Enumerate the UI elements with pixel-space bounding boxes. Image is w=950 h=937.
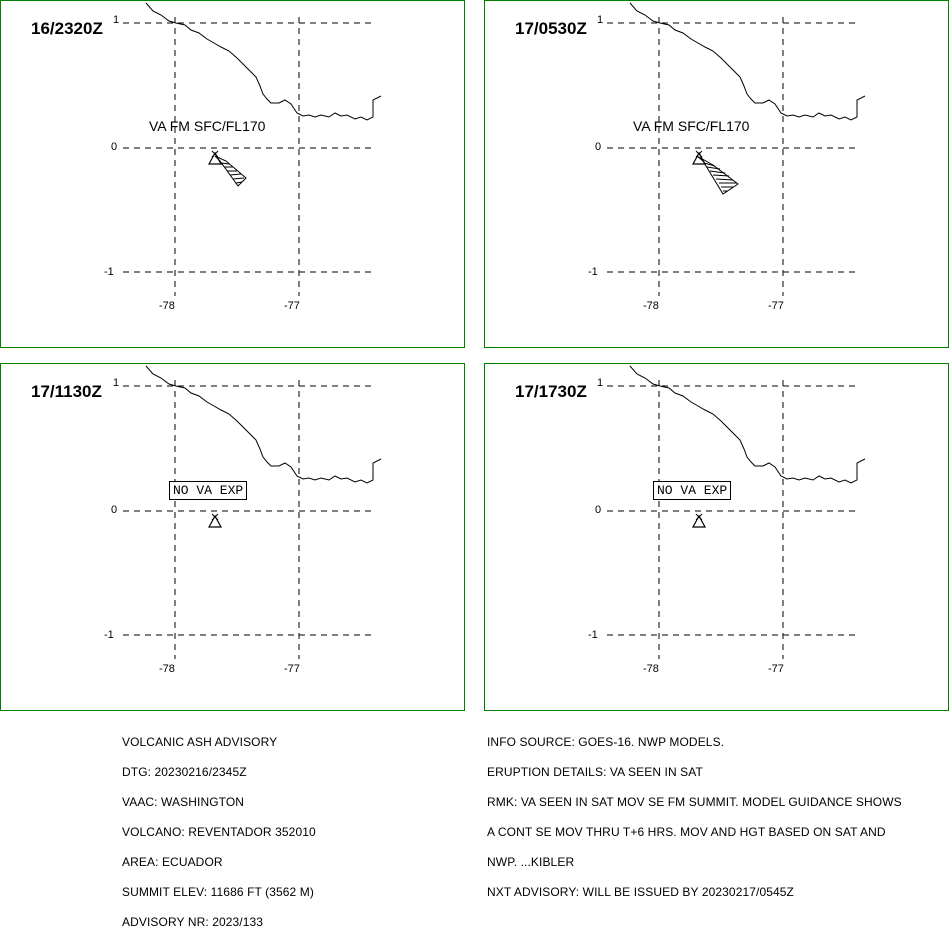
advisory-info-source: INFO SOURCE: GOES-16. NWP MODELS.: [487, 735, 725, 749]
no-va-label: NO VA EXP: [169, 481, 248, 500]
advisory-volcano: VOLCANO: REVENTADOR 352010: [122, 825, 316, 839]
map-canvas: [123, 365, 382, 659]
advisory-vaac: VAAC: WASHINGTON: [122, 795, 245, 809]
ash-label: VA FM SFC/FL170: [633, 118, 750, 134]
advisory-dtg: DTG: 20230216/2345Z: [122, 765, 247, 779]
advisory-number: ADVISORY NR: 2023/133: [122, 915, 264, 929]
advisory-title: VOLCANIC ASH ADVISORY: [122, 735, 278, 749]
advisory-details-block: INFO SOURCE: GOES-16. NWP MODELS. ERUPTI…: [487, 717, 902, 907]
advisory-summit-elev: SUMMIT ELEV: 11686 FT (3562 M): [122, 885, 314, 899]
lat-label-minus-1: -1: [104, 266, 114, 278]
lon-label-77: -77: [768, 300, 784, 312]
panel-time: 17/1730Z: [515, 382, 587, 401]
map-canvas: [607, 2, 866, 296]
panel-time: 17/0530Z: [515, 19, 587, 38]
advisory-remarks-1: RMK: VA SEEN IN SAT MOV SE FM SUMMIT. MO…: [487, 795, 902, 809]
panel-time: 17/1130Z: [31, 382, 102, 401]
lat-label-minus-1: -1: [104, 629, 114, 641]
lat-label-1: 1: [597, 14, 604, 26]
coastline: [145, 2, 382, 121]
map-panel-4: 17/1730Z 1 0 -1 -78 -77 NO VA EXP: [484, 363, 949, 711]
advisory-eruption-details: ERUPTION DETAILS: VA SEEN IN SAT: [487, 765, 703, 779]
lon-label-77: -77: [768, 663, 784, 675]
grid-lines: [607, 17, 860, 296]
lat-label-1: 1: [597, 377, 604, 389]
advisory-remarks-3: NWP. ...KIBLER: [487, 855, 575, 869]
advisory-header-block: VOLCANIC ASH ADVISORY DTG: 20230216/2345…: [122, 717, 316, 937]
volcano-icon: [207, 513, 223, 528]
coastline: [629, 2, 866, 121]
lat-label-0: 0: [595, 141, 602, 153]
lat-label-0: 0: [111, 141, 118, 153]
ash-cloud-polygon: [214, 155, 247, 187]
lon-label-78: -78: [159, 300, 175, 312]
lat-label-1: 1: [113, 377, 120, 389]
lat-label-1: 1: [113, 14, 120, 26]
map-panel-1: 16/2320Z 1 0 -1 -78 -77 VA FM SFC/FL170: [0, 0, 465, 348]
lat-label-minus-1: -1: [588, 266, 598, 278]
advisory-area: AREA: ECUADOR: [122, 855, 223, 869]
lat-label-minus-1: -1: [588, 629, 598, 641]
grid-lines: [123, 380, 376, 659]
lat-label-0: 0: [111, 504, 118, 516]
lon-label-78: -78: [643, 300, 659, 312]
lon-label-77: -77: [284, 663, 300, 675]
ash-label: VA FM SFC/FL170: [149, 118, 266, 134]
lon-label-78: -78: [643, 663, 659, 675]
grid-lines: [123, 17, 376, 296]
map-panel-2: 17/0530Z 1 0 -1 -78 -77 VA FM SFC/FL170: [484, 0, 949, 348]
grid-lines: [607, 380, 860, 659]
advisory-next: NXT ADVISORY: WILL BE ISSUED BY 20230217…: [487, 885, 794, 899]
map-panel-3: 17/1130Z 1 0 -1 -78 -77 NO VA EXP: [0, 363, 465, 711]
map-canvas: [123, 2, 382, 296]
lat-label-0: 0: [595, 504, 602, 516]
ash-cloud-polygon: [696, 155, 739, 195]
no-va-label: NO VA EXP: [653, 481, 732, 500]
map-canvas: [607, 365, 866, 659]
coastline: [629, 365, 866, 484]
coastline: [145, 365, 382, 484]
lon-label-77: -77: [284, 300, 300, 312]
advisory-remarks-2: A CONT SE MOV THRU T+6 HRS. MOV AND HGT …: [487, 825, 886, 839]
volcano-icon: [691, 513, 707, 528]
panel-time: 16/2320Z: [31, 19, 103, 38]
lon-label-78: -78: [159, 663, 175, 675]
